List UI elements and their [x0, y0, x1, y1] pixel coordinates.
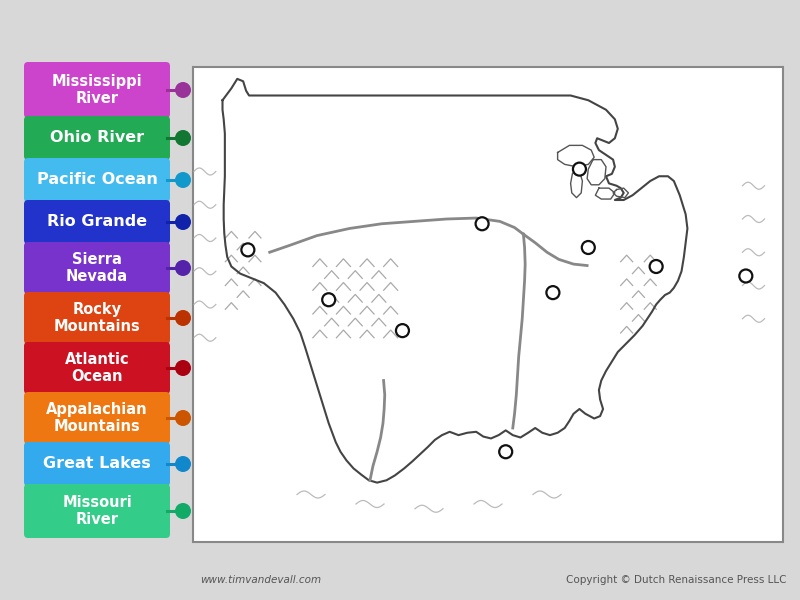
Text: Missouri
River: Missouri River — [62, 496, 132, 527]
FancyBboxPatch shape — [24, 116, 170, 160]
Circle shape — [175, 260, 191, 276]
FancyBboxPatch shape — [24, 158, 170, 202]
FancyBboxPatch shape — [24, 200, 170, 244]
Circle shape — [175, 214, 191, 230]
Circle shape — [175, 310, 191, 326]
Circle shape — [573, 163, 586, 176]
FancyBboxPatch shape — [24, 242, 170, 294]
FancyBboxPatch shape — [24, 62, 170, 118]
Circle shape — [499, 445, 512, 458]
Text: Rocky
Mountains: Rocky Mountains — [54, 302, 140, 334]
Circle shape — [175, 82, 191, 98]
Circle shape — [175, 410, 191, 426]
Text: Pacific Ocean: Pacific Ocean — [37, 173, 158, 187]
FancyBboxPatch shape — [24, 292, 170, 344]
Text: Sierra
Nevada: Sierra Nevada — [66, 253, 128, 284]
Text: Mississippi
River: Mississippi River — [52, 74, 142, 106]
Text: Copyright © Dutch Renaissance Press LLC: Copyright © Dutch Renaissance Press LLC — [566, 575, 786, 585]
Circle shape — [175, 456, 191, 472]
Text: Appalachian
Mountains: Appalachian Mountains — [46, 403, 148, 434]
Circle shape — [396, 324, 409, 337]
Circle shape — [739, 269, 752, 283]
Circle shape — [582, 241, 594, 254]
Circle shape — [175, 130, 191, 146]
Circle shape — [475, 217, 489, 230]
FancyBboxPatch shape — [24, 442, 170, 486]
FancyBboxPatch shape — [193, 67, 783, 542]
FancyBboxPatch shape — [24, 342, 170, 394]
Circle shape — [175, 172, 191, 188]
Text: Ohio River: Ohio River — [50, 130, 144, 145]
Circle shape — [175, 360, 191, 376]
Text: www.timvandevall.com: www.timvandevall.com — [200, 575, 321, 585]
Text: Rio Grande: Rio Grande — [47, 214, 147, 229]
FancyBboxPatch shape — [24, 484, 170, 538]
Circle shape — [175, 503, 191, 519]
Text: Atlantic
Ocean: Atlantic Ocean — [65, 352, 130, 383]
Circle shape — [650, 260, 662, 273]
Text: Great Lakes: Great Lakes — [43, 457, 151, 472]
Circle shape — [322, 293, 335, 306]
FancyBboxPatch shape — [24, 392, 170, 444]
Circle shape — [546, 286, 559, 299]
Circle shape — [242, 244, 254, 256]
